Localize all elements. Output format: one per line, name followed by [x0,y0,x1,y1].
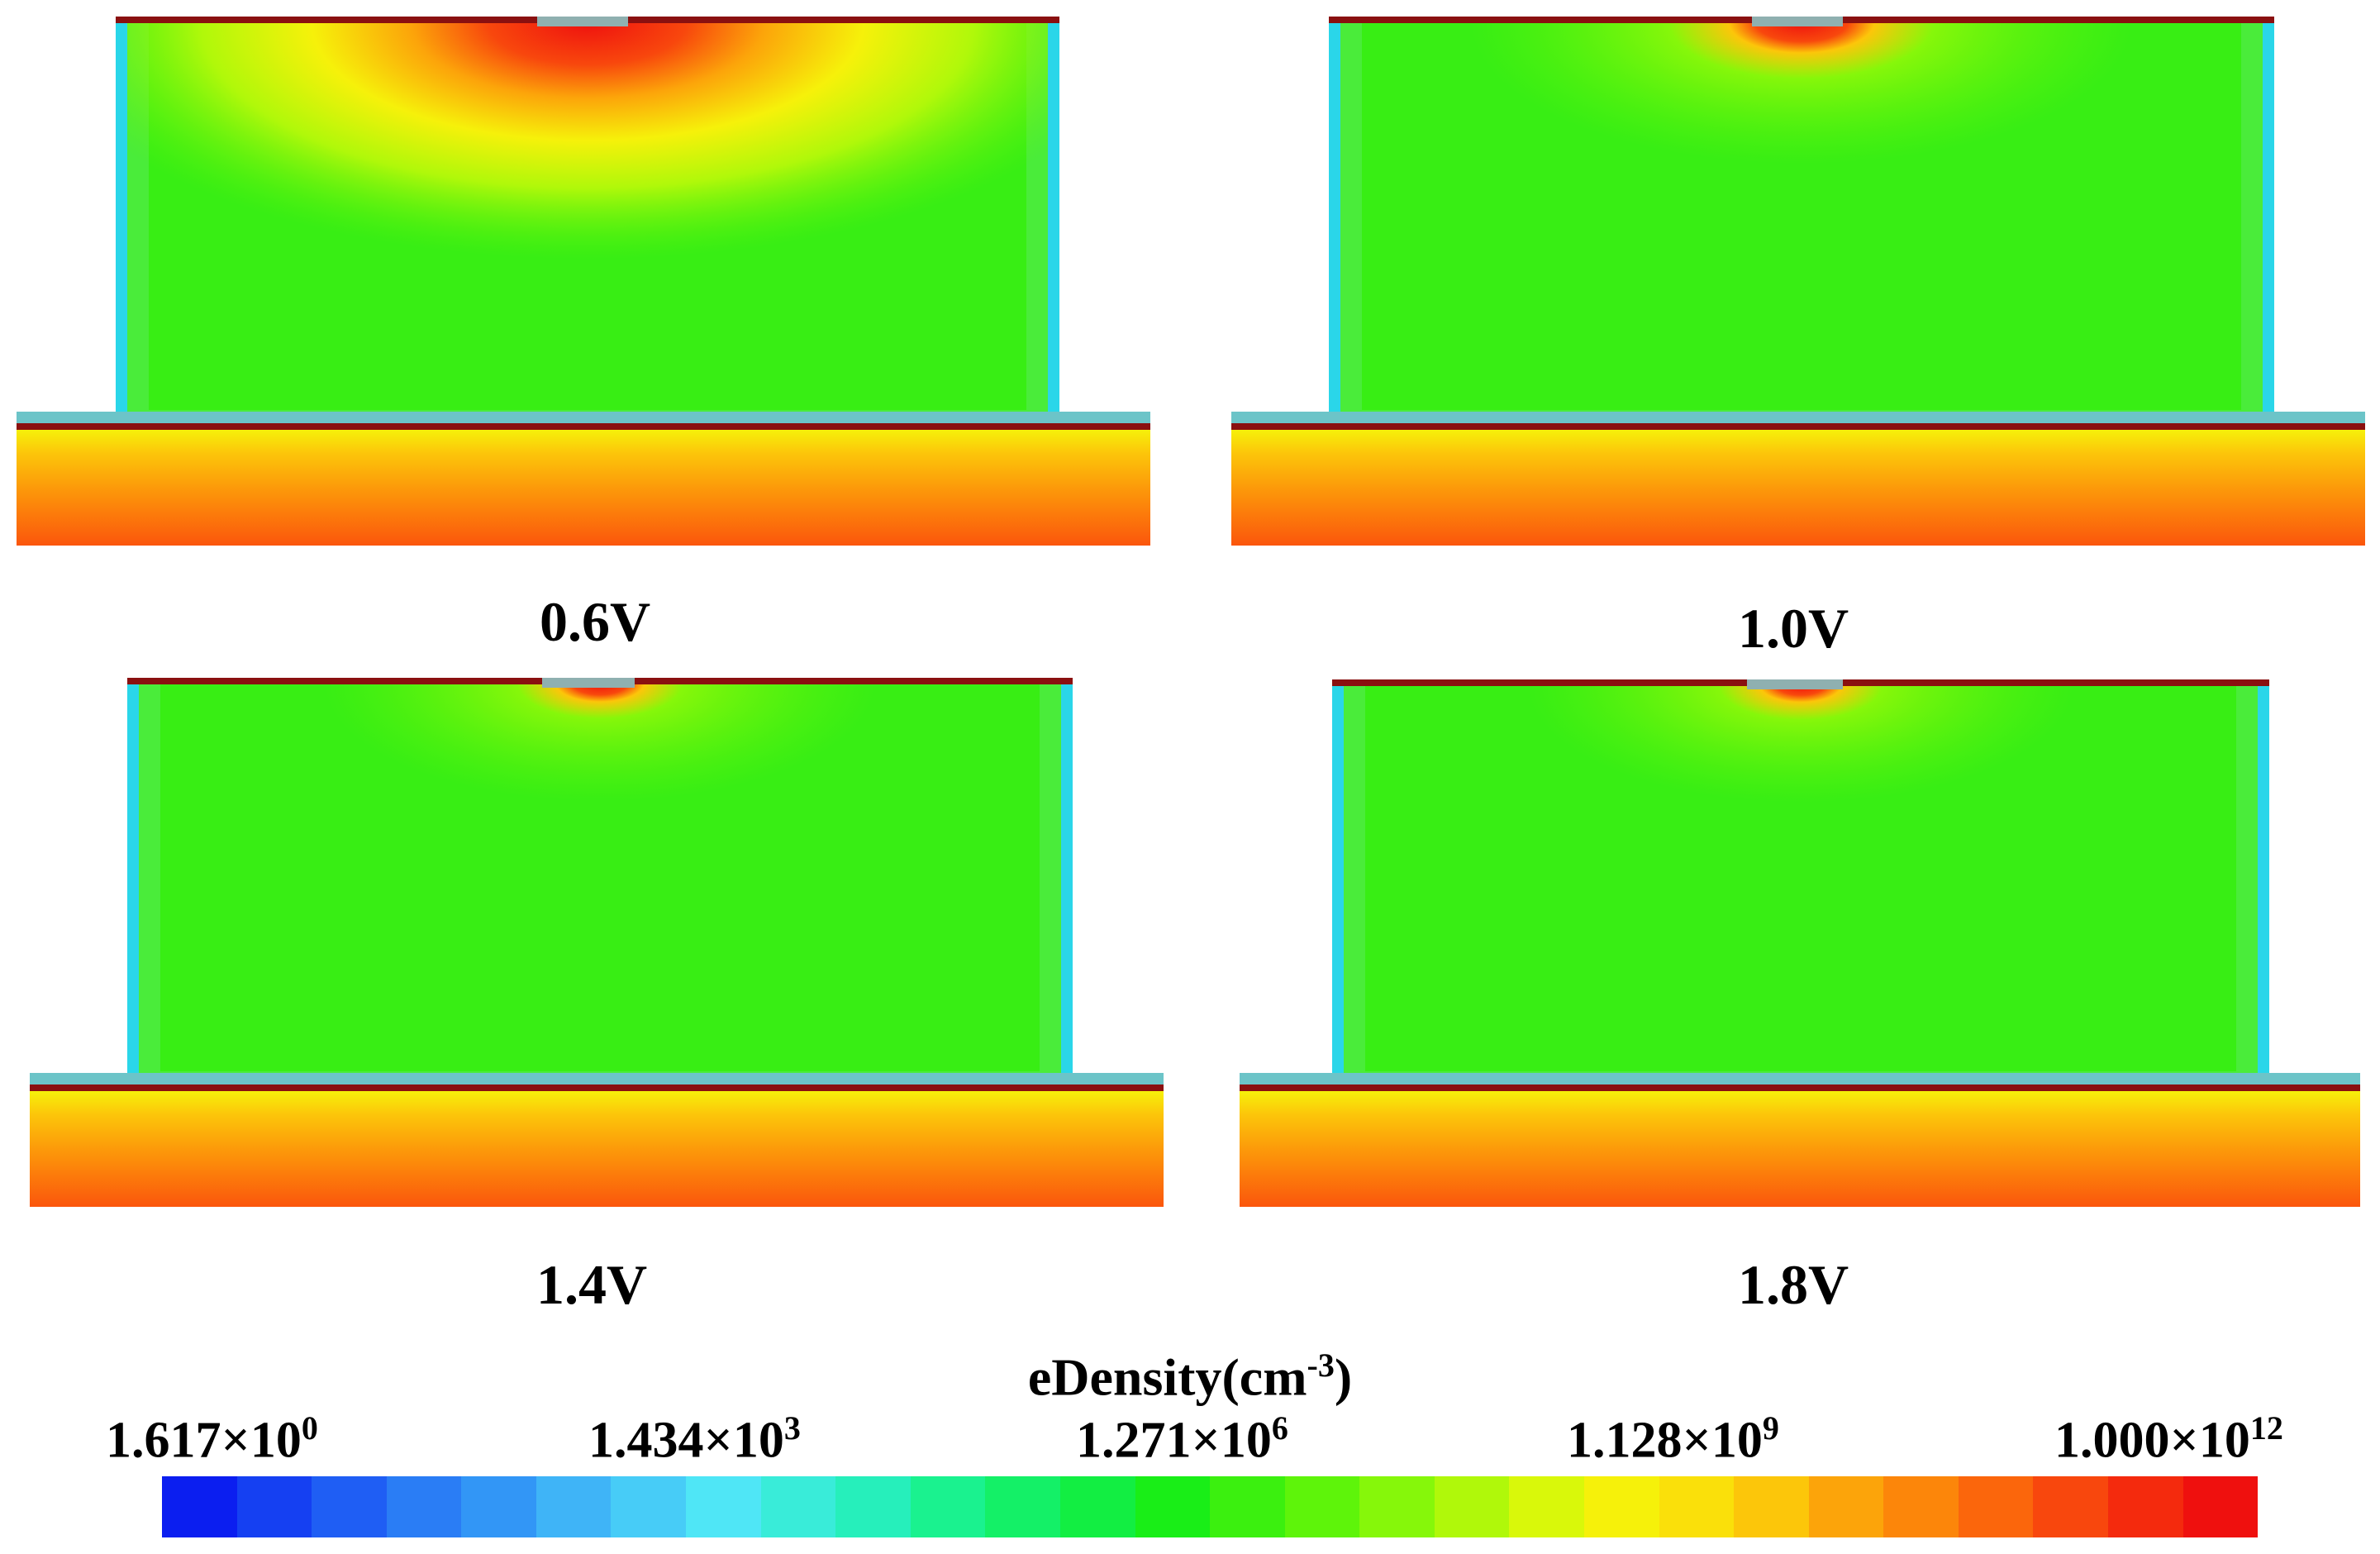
panel-label-1-8v: 1.8V [1737,1253,1849,1316]
colorbar-swatch [2108,1476,2183,1537]
colorbar-swatch [1359,1476,1435,1537]
colorbar-swatch [1958,1476,2034,1537]
density-map-0-6v [17,17,1150,546]
colorbar-tick-2: 1.434×103 [588,1409,801,1469]
colorbar-swatch [760,1476,836,1537]
density-map-1-8v [1240,679,2360,1207]
colorbar-title: eDensity(cm-3) [1027,1347,1353,1407]
colorbar-swatch [2182,1476,2259,1537]
panel-1-8v: 1.8V [1240,676,2377,1313]
colorbar-swatch [1659,1476,1735,1537]
colorbar-swatch [1509,1476,1584,1537]
colorbar-swatch [1808,1476,1884,1537]
colorbar-tick-3: 1.271×106 [1076,1409,1288,1469]
colorbar-tick-max: 1.000×1012 [2054,1409,2283,1469]
colorbar-swatch [162,1476,237,1537]
colorbar-swatch [1059,1476,1135,1537]
panel-0-6v: 0.6V [17,15,1154,650]
colorbar-swatch [386,1476,462,1537]
colorbar-swatch [1135,1476,1211,1537]
colorbar-swatch [835,1476,911,1537]
colorbar-swatch [1734,1476,1809,1537]
colorbar-swatch [1210,1476,1285,1537]
colorbar-swatch [312,1476,387,1537]
colorbar-swatch [536,1476,612,1537]
colorbar-swatch [236,1476,312,1537]
panel-label-1-4v: 1.4V [536,1253,648,1316]
colorbar-swatch [1434,1476,1510,1537]
colorbar-tick-min: 1.617×100 [106,1409,318,1469]
panel-label-1-0v: 1.0V [1737,597,1849,660]
colorbar-swatch [910,1476,986,1537]
colorbar-swatch [461,1476,536,1537]
colorbar-tick-4: 1.128×109 [1567,1409,1779,1469]
panel-label-0-6v: 0.6V [539,590,651,653]
colorbar-swatch [1883,1476,1959,1537]
colorbar-swatch [611,1476,687,1537]
density-map-1-0v [1231,17,2365,546]
panel-1-0v: 1.0V [1231,15,2368,656]
colorbar-swatch [1284,1476,1360,1537]
colorbar [162,1476,2259,1537]
colorbar-swatch [686,1476,761,1537]
colorbar-swatch [985,1476,1060,1537]
colorbar-swatch [2033,1476,2109,1537]
density-map-1-4v [30,678,1164,1207]
panel-1-4v: 1.4V [30,676,1167,1313]
colorbar-swatch [1583,1476,1659,1537]
